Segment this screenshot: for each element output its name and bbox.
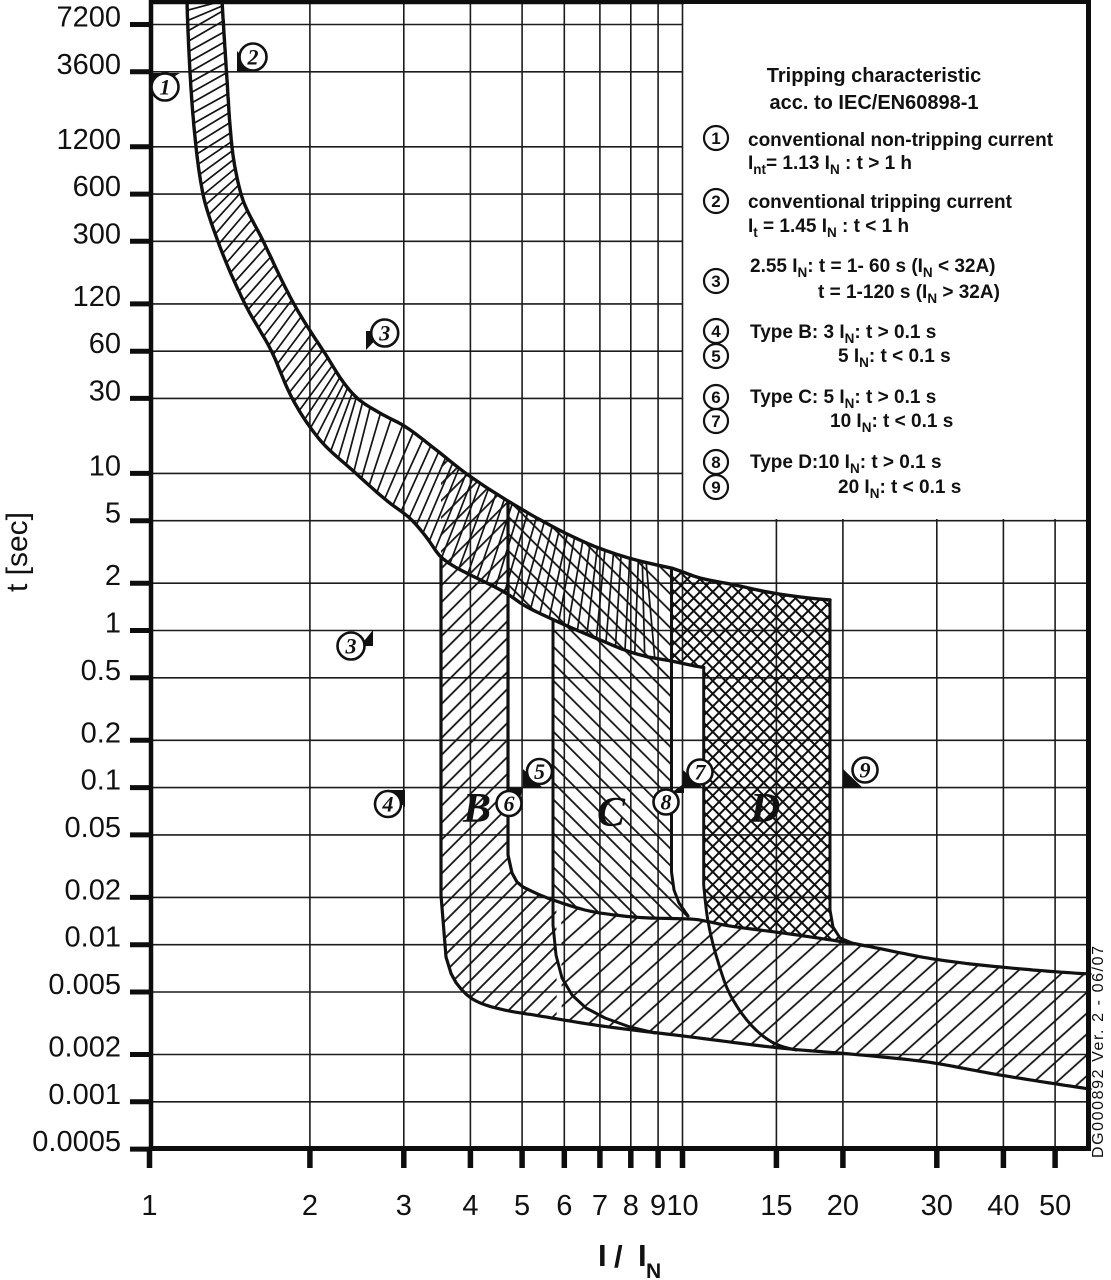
svg-text:300: 300 [73, 218, 121, 250]
svg-text:0.005: 0.005 [48, 969, 121, 1001]
svg-text:D: D [749, 786, 780, 832]
svg-text:6: 6 [504, 791, 515, 816]
svg-text:2: 2 [302, 1190, 318, 1222]
svg-text:15: 15 [760, 1190, 792, 1222]
svg-text:I: I [638, 1238, 647, 1273]
svg-text:conventional tripping current: conventional tripping current [748, 192, 1013, 213]
svg-text:C: C [597, 790, 626, 836]
svg-text:7: 7 [711, 412, 720, 431]
svg-text:Tripping characteristic: Tripping characteristic [767, 65, 982, 87]
svg-text:conventional non-tripping curr: conventional non-tripping current [748, 130, 1054, 151]
svg-text:4: 4 [382, 792, 394, 817]
svg-text:3: 3 [396, 1190, 412, 1222]
svg-text:6: 6 [556, 1190, 572, 1222]
svg-text:2: 2 [247, 45, 259, 70]
svg-text:/: / [614, 1239, 623, 1274]
svg-text:9: 9 [860, 758, 871, 783]
svg-text:20: 20 [827, 1190, 859, 1222]
svg-text:t = 1-120 s (IN > 32A): t = 1-120 s (IN > 32A) [818, 282, 1000, 306]
svg-text:0.001: 0.001 [48, 1079, 121, 1111]
svg-text:8: 8 [711, 453, 720, 472]
svg-text:120: 120 [73, 281, 121, 313]
svg-text:1: 1 [160, 75, 171, 100]
svg-text:10: 10 [666, 1190, 698, 1222]
svg-text:0.002: 0.002 [48, 1032, 121, 1064]
svg-text:9: 9 [711, 478, 720, 497]
svg-text:20 IN: t < 0.1 s: 20 IN: t < 0.1 s [838, 477, 961, 501]
svg-text:Type D:10 IN: t > 0.1 s: Type D:10 IN: t > 0.1 s [750, 452, 942, 476]
svg-text:1: 1 [141, 1190, 157, 1222]
svg-text:2: 2 [105, 560, 121, 592]
svg-text:8: 8 [661, 790, 672, 815]
svg-text:3: 3 [378, 321, 390, 346]
svg-text:60: 60 [89, 328, 121, 360]
svg-text:3: 3 [345, 634, 357, 659]
svg-text:Type C: 5 IN: t > 0.1 s: Type C: 5 IN: t > 0.1 s [750, 387, 936, 411]
svg-text:Type B: 3 IN: t > 0.1 s: Type B: 3 IN: t > 0.1 s [750, 322, 936, 346]
svg-text:5: 5 [514, 1190, 530, 1222]
svg-text:10: 10 [89, 450, 121, 482]
svg-text:0.02: 0.02 [65, 874, 121, 906]
svg-text:5: 5 [534, 759, 545, 784]
svg-text:0.0005: 0.0005 [32, 1126, 121, 1158]
svg-text:3: 3 [711, 272, 720, 291]
svg-text:1: 1 [105, 608, 121, 640]
svg-text:6: 6 [711, 388, 720, 407]
svg-text:600: 600 [73, 171, 121, 203]
svg-text:0.1: 0.1 [81, 765, 121, 797]
svg-text:acc. to IEC/EN60898-1: acc. to IEC/EN60898-1 [770, 92, 979, 114]
svg-text:5 IN: t < 0.1 s: 5 IN: t < 0.1 s [838, 346, 951, 370]
svg-text:I: I [598, 1238, 607, 1273]
svg-text:1200: 1200 [56, 124, 121, 156]
svg-text:5: 5 [711, 347, 720, 366]
svg-text:7: 7 [592, 1190, 608, 1222]
svg-text:50: 50 [1039, 1190, 1071, 1222]
svg-text:B: B [462, 786, 491, 832]
svg-text:7: 7 [695, 760, 707, 785]
svg-text:N: N [646, 1260, 661, 1280]
svg-text:40: 40 [987, 1190, 1019, 1222]
svg-text:5: 5 [105, 498, 121, 530]
svg-text:4: 4 [462, 1190, 478, 1222]
svg-text:t [sec]: t [sec] [1, 512, 34, 592]
svg-text:30: 30 [89, 375, 121, 407]
svg-text:7200: 7200 [56, 2, 121, 34]
svg-text:0.5: 0.5 [81, 655, 121, 687]
svg-text:0.01: 0.01 [65, 922, 121, 954]
svg-text:2.55 IN: t = 1- 60 s (IN < 32A: 2.55 IN: t = 1- 60 s (IN < 32A) [750, 256, 996, 280]
svg-text:4: 4 [711, 322, 721, 341]
svg-text:0.05: 0.05 [65, 812, 121, 844]
svg-text:2: 2 [711, 192, 720, 211]
svg-text:Int= 1.13 IN : t > 1 h: Int= 1.13 IN : t > 1 h [748, 153, 912, 177]
svg-text:30: 30 [921, 1190, 953, 1222]
svg-text:1: 1 [711, 129, 720, 148]
svg-text:3600: 3600 [56, 49, 121, 81]
svg-text:9: 9 [650, 1190, 666, 1222]
svg-text:8: 8 [623, 1190, 639, 1222]
svg-text:10 IN: t < 0.1 s: 10 IN: t < 0.1 s [830, 411, 953, 435]
svg-text:0.2: 0.2 [81, 717, 121, 749]
